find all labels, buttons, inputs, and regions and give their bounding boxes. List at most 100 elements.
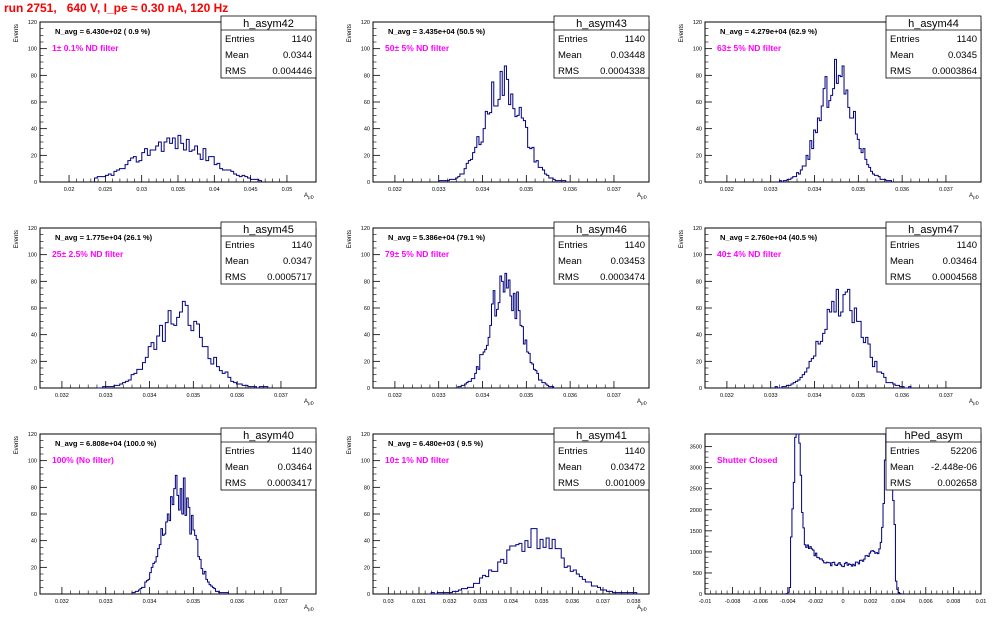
x-tick-label: 0.02 <box>64 187 75 193</box>
x-axis-label: AμD <box>304 193 315 200</box>
x-tick-label: 0.01 <box>976 599 987 605</box>
y-tick-label: 60 <box>31 306 37 312</box>
y-tick-label: 0 <box>367 592 370 598</box>
stat-key: Mean <box>890 462 914 473</box>
stat-value: 0.001009 <box>605 478 645 489</box>
y-tick-label: 40 <box>364 539 370 545</box>
stat-value: 0.0347 <box>283 256 312 267</box>
x-tick-label: 0.037 <box>274 393 288 399</box>
stat-value: 0.0003474 <box>600 272 645 283</box>
x-tick-label: 0.033 <box>764 187 778 193</box>
x-axis-label: AμD <box>637 193 648 200</box>
x-tick-label: 0.008 <box>947 599 961 605</box>
stat-key: Mean <box>890 256 914 267</box>
stat-value: 0.0003417 <box>267 478 312 489</box>
stat-value: 1140 <box>625 446 645 457</box>
histogram-name: h_asym41 <box>576 430 627 442</box>
y-tick-label: 120 <box>361 432 370 438</box>
stat-key: RMS <box>890 478 911 489</box>
pad-hPed_asym: 0 500 1000 1500 2000 2500 3000 3500 -0.01 -0.008 -… <box>690 427 987 605</box>
x-tick-label: 0.035 <box>851 393 865 399</box>
y-axis-label: Events <box>347 230 353 248</box>
stat-key: Entries <box>558 446 588 457</box>
stat-key: Entries <box>225 446 255 457</box>
stat-key: RMS <box>558 272 579 283</box>
stat-key: RMS <box>225 272 246 283</box>
x-tick-label: 0.032 <box>55 393 69 399</box>
stats-box <box>885 15 982 79</box>
stat-value: 0.0005717 <box>267 272 312 283</box>
x-tick-label: 0.037 <box>596 599 610 605</box>
x-tick-label: 0.004 <box>891 599 905 605</box>
pad-h_asym47: 0 20 40 60 80 100 120 0.032 0.033 0.034 0.035 0.036… <box>679 221 982 406</box>
x-tick-label: 0.034 <box>476 187 490 193</box>
filter-label: 25± 2.5% ND filter <box>52 249 124 259</box>
y-tick-label: 120 <box>693 226 702 232</box>
y-tick-label: 40 <box>31 333 37 339</box>
x-axis-label: AμD <box>969 193 980 200</box>
x-tick-label: 0.035 <box>535 599 549 605</box>
x-tick-label: -0.004 <box>780 599 796 605</box>
y-tick-label: 20 <box>696 359 702 365</box>
histogram-line <box>428 528 640 595</box>
x-tick-label: 0.036 <box>895 187 909 193</box>
stats-box <box>220 427 317 491</box>
y-tick-label: 100 <box>361 253 370 259</box>
x-tick-label: 0.038 <box>627 599 641 605</box>
histogram-line <box>778 58 894 183</box>
x-axis-label: AμD <box>304 605 315 612</box>
y-tick-label: 60 <box>364 100 370 106</box>
stat-key: Entries <box>890 34 920 45</box>
y-tick-label: 60 <box>31 512 37 518</box>
y-tick-label: 20 <box>31 153 37 159</box>
y-tick-label: 2000 <box>690 508 702 514</box>
y-tick-label: 100 <box>28 253 37 259</box>
histogram-line <box>96 300 269 389</box>
x-tick-label: 0.033 <box>99 393 113 399</box>
stat-value: 1140 <box>957 34 977 45</box>
y-tick-label: 0 <box>34 592 37 598</box>
filter-label: 63± 5% ND filter <box>717 43 782 53</box>
y-tick-label: 500 <box>693 571 702 577</box>
x-tick-label: 0.05 <box>282 187 293 193</box>
y-tick-label: 120 <box>693 20 702 26</box>
y-tick-label: 40 <box>696 127 702 133</box>
stat-value: 0.03448 <box>611 50 645 61</box>
y-tick-label: 0 <box>699 180 702 186</box>
y-tick-label: 80 <box>696 73 702 79</box>
x-tick-label: -0.006 <box>752 599 768 605</box>
y-tick-label: 40 <box>696 333 702 339</box>
stat-key: Entries <box>558 34 588 45</box>
y-tick-label: 100 <box>361 459 370 465</box>
y-tick-label: 2500 <box>690 487 702 493</box>
navg-label: N_avg = 6.808e+04 (100.0 %) <box>55 439 157 448</box>
histogram-line <box>784 433 902 595</box>
y-tick-label: 100 <box>693 47 702 53</box>
y-tick-label: 120 <box>361 20 370 26</box>
x-tick-label: 0.036 <box>565 599 579 605</box>
navg-label: N_avg = 5.386e+04 (79.1 %) <box>388 233 486 242</box>
y-tick-label: 80 <box>364 279 370 285</box>
histogram-name: hPed_asym <box>904 430 962 442</box>
y-tick-label: 0 <box>699 592 702 598</box>
stat-value: 0.03472 <box>611 462 645 473</box>
stats-box <box>885 427 982 491</box>
x-tick-label: 0.037 <box>939 187 953 193</box>
x-tick-label: 0.035 <box>186 393 200 399</box>
y-tick-label: 3000 <box>690 466 702 472</box>
y-tick-label: 120 <box>28 226 37 232</box>
y-tick-label: 1000 <box>690 550 702 556</box>
x-tick-label: -0.002 <box>808 599 824 605</box>
navg-label: N_avg = 4.279e+04 (62.9 %) <box>720 27 818 36</box>
x-tick-label: 0.033 <box>432 187 446 193</box>
x-axis-label: AμD <box>637 605 648 612</box>
histogram-name: h_asym44 <box>908 18 959 30</box>
x-tick-label: 0 <box>841 599 844 605</box>
y-tick-label: 20 <box>31 359 37 365</box>
y-tick-label: 80 <box>364 73 370 79</box>
histogram-line <box>131 474 229 594</box>
x-tick-label: 0.032 <box>443 599 457 605</box>
x-axis-label: AμD <box>637 399 648 406</box>
y-tick-label: 20 <box>31 565 37 571</box>
